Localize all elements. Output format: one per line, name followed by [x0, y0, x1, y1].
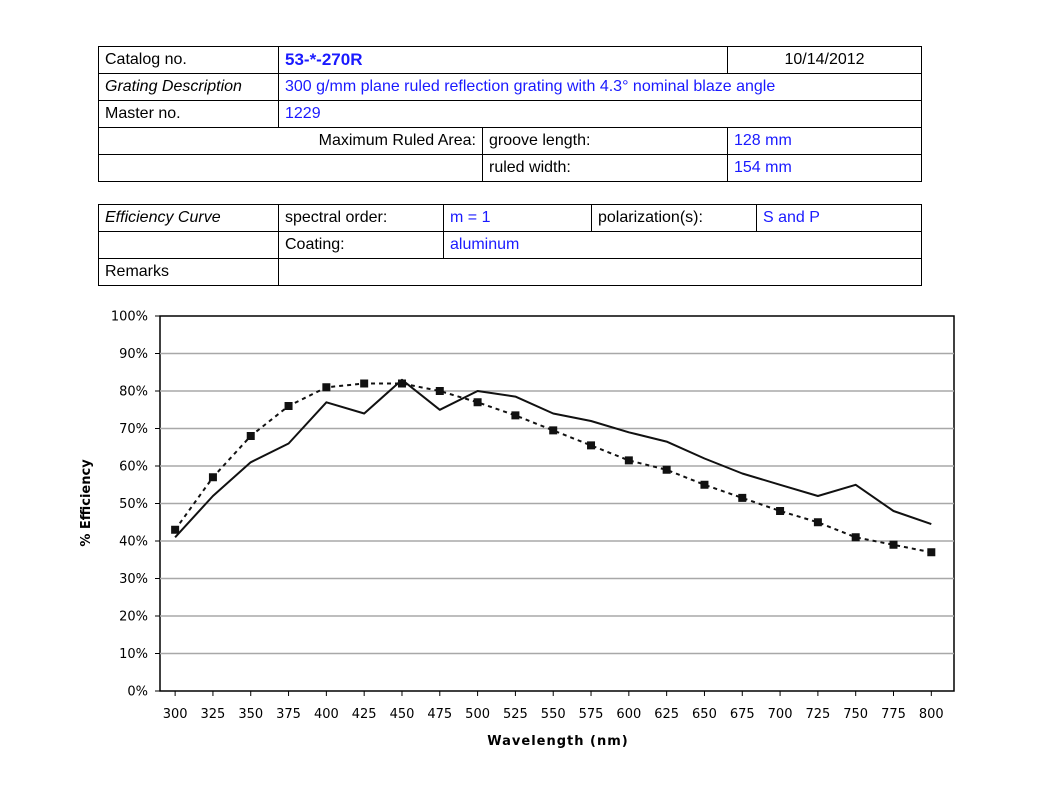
series-dotted-line [174, 382, 932, 554]
gridlines [160, 352, 954, 655]
x-tick-label: 300 [163, 707, 188, 722]
x-tick-label: 375 [276, 707, 301, 722]
spectral-order-value: m = 1 [443, 204, 592, 232]
data-point-marker [397, 379, 406, 388]
ruled-width-value: 154 mm [727, 154, 922, 182]
y-tick-label: 40% [119, 535, 148, 550]
x-tick-label: 325 [201, 707, 226, 722]
data-point-marker [624, 456, 633, 465]
remarks-value [278, 258, 922, 286]
master-label: Master no. [98, 100, 279, 128]
groove-length-value: 128 mm [727, 127, 922, 155]
x-tick-label: 650 [692, 707, 717, 722]
y-tick-label: 100% [111, 310, 148, 325]
remarks-row: Remarks [98, 258, 922, 286]
x-tick-label: 675 [730, 707, 755, 722]
data-point-marker [927, 548, 936, 557]
x-tick-label: 550 [541, 707, 566, 722]
y-tick-label: 80% [119, 385, 148, 400]
data-point-marker [511, 411, 520, 420]
catalog-label: Catalog no. [98, 46, 279, 74]
x-tick-label: 400 [314, 707, 339, 722]
x-tick-label: 750 [843, 707, 868, 722]
groove-length-label: groove length: [482, 127, 728, 155]
data-point-marker [473, 398, 482, 407]
coating-value: aluminum [443, 231, 922, 259]
efficiency-curve-label: Efficiency Curve [98, 204, 279, 232]
ruled-width-label: ruled width: [482, 154, 728, 182]
series-lines [174, 378, 932, 554]
data-point-marker [549, 426, 558, 435]
data-point-marker [208, 473, 217, 482]
x-axis-label: Wavelength (nm) [487, 734, 628, 749]
catalog-number: 53-*-270R [278, 46, 728, 74]
data-point-marker [284, 402, 293, 410]
efficiency-curve-row: Efficiency Curve spectral order: m = 1 p… [98, 204, 922, 232]
y-axis-label: % Efficiency [79, 459, 94, 547]
x-tick-label: 575 [579, 707, 604, 722]
efficiency-spec-table: Efficiency Curve spectral order: m = 1 p… [98, 204, 922, 286]
x-tick-label: 800 [919, 707, 944, 722]
y-tick-label: 50% [119, 497, 148, 512]
x-tick-label: 525 [503, 707, 528, 722]
data-point-marker [435, 387, 444, 395]
y-tick-label: 0% [127, 685, 148, 700]
remarks-label: Remarks [98, 258, 279, 286]
x-axis-ticks: 300 325 350 375 400 425 450 475 500 525 550 575 600 6… [163, 691, 944, 722]
series-solid-line [174, 378, 932, 538]
grating-spec-table: Catalog no. 53-*-270R 10/14/2012 Grating… [98, 46, 922, 182]
x-tick-label: 475 [427, 707, 452, 722]
empty-cell [98, 231, 279, 259]
x-tick-label: 700 [768, 707, 793, 722]
data-point-marker [360, 379, 369, 388]
x-tick-label: 600 [616, 707, 641, 722]
grating-description-value: 300 g/mm plane ruled reflection grating … [278, 73, 922, 101]
ruled-width-row: ruled width: 154 mm [98, 154, 922, 182]
x-tick-label: 450 [390, 707, 415, 722]
grating-description-label: Grating Description [98, 73, 279, 101]
y-axis-ticks: 0% 10% 20% 30% 40% 50% 60% 70% 80% 90% 100% [111, 310, 160, 700]
y-tick-label: 70% [119, 422, 148, 437]
y-tick-label: 20% [119, 610, 148, 625]
date-value: 10/14/2012 [727, 46, 922, 74]
x-tick-label: 425 [352, 707, 377, 722]
efficiency-chart: 0% 10% 20% 30% 40% 50% 60% 70% 80% 90% 100% 300 325… [79, 310, 955, 749]
data-point-marker [851, 533, 860, 542]
groove-length-row: Maximum Ruled Area: groove length: 128 m… [98, 127, 922, 155]
spectral-order-label: spectral order: [278, 204, 444, 232]
max-ruled-area-label: Maximum Ruled Area: [98, 127, 483, 155]
polarization-value: S and P [756, 204, 922, 232]
y-tick-label: 30% [119, 572, 148, 587]
master-row: Master no. 1229 [98, 100, 922, 128]
coating-row: Coating: aluminum [98, 231, 922, 259]
series-markers [171, 379, 936, 557]
data-point-marker [889, 540, 898, 549]
x-tick-label: 775 [881, 707, 906, 722]
y-tick-label: 10% [119, 647, 148, 662]
data-point-marker [738, 493, 747, 502]
data-point-marker [322, 383, 331, 392]
coating-label: Coating: [278, 231, 444, 259]
polarization-label: polarization(s): [591, 204, 757, 232]
x-tick-label: 625 [654, 707, 679, 722]
x-tick-label: 350 [238, 707, 263, 722]
data-point-marker [813, 518, 822, 527]
y-tick-label: 90% [119, 347, 148, 362]
empty-cell [98, 154, 483, 182]
data-point-marker [700, 480, 709, 489]
y-tick-label: 60% [119, 460, 148, 475]
data-point-marker [246, 432, 255, 440]
x-tick-label: 725 [805, 707, 830, 722]
data-point-marker [662, 465, 671, 474]
master-number: 1229 [278, 100, 922, 128]
x-tick-label: 500 [465, 707, 490, 722]
grating-description-row: Grating Description 300 g/mm plane ruled… [98, 73, 922, 101]
data-point-marker [587, 441, 596, 450]
catalog-row: Catalog no. 53-*-270R 10/14/2012 [98, 46, 922, 74]
data-point-marker [776, 507, 785, 515]
data-point-marker [171, 525, 180, 534]
